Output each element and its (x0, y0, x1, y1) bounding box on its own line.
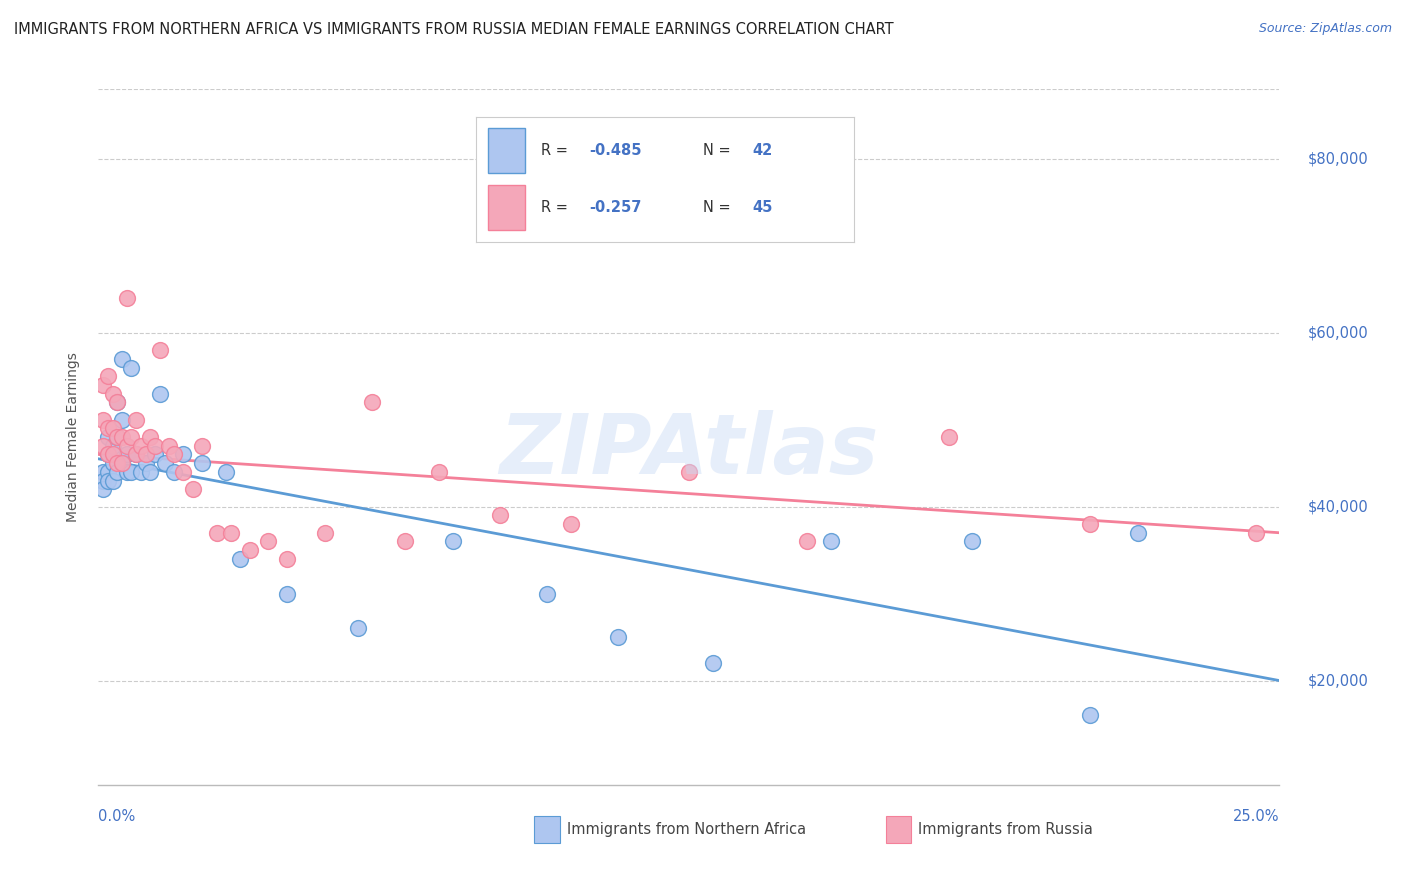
Point (105, 456, 128, 470)
Point (121, 360, 143, 375)
Text: Immigrants from Russia: Immigrants from Russia (918, 822, 1092, 837)
Point (135, 456, 157, 470)
Point (962, 534, 984, 549)
Point (796, 534, 818, 549)
Point (172, 447, 194, 462)
Point (111, 412, 134, 426)
Text: IMMIGRANTS FROM NORTHERN AFRICA VS IMMIGRANTS FROM RUSSIA MEDIAN FEMALE EARNINGS: IMMIGRANTS FROM NORTHERN AFRICA VS IMMIG… (14, 22, 894, 37)
Point (157, 439, 180, 453)
Point (111, 351, 134, 366)
Point (111, 456, 134, 470)
Point (115, 447, 138, 462)
Point (219, 525, 242, 540)
Point (121, 465, 143, 479)
Point (1126, 525, 1149, 540)
Point (115, 439, 138, 453)
Point (143, 439, 166, 453)
Point (101, 421, 124, 435)
Point (257, 534, 280, 549)
Text: Source: ZipAtlas.com: Source: ZipAtlas.com (1258, 22, 1392, 36)
Point (91, 412, 114, 426)
Point (129, 439, 152, 453)
Point (215, 465, 238, 479)
Point (115, 291, 138, 305)
Point (125, 412, 148, 426)
Point (105, 430, 128, 444)
Point (111, 430, 134, 444)
Point (678, 465, 700, 479)
Point (163, 465, 186, 479)
Point (139, 430, 162, 444)
Point (1080, 708, 1102, 723)
Point (105, 430, 128, 444)
Point (276, 587, 298, 601)
Point (129, 465, 152, 479)
Point (91, 439, 114, 453)
Text: 0.0%: 0.0% (98, 809, 135, 823)
Point (560, 516, 582, 531)
Point (149, 386, 172, 401)
Point (938, 430, 960, 444)
Point (394, 534, 416, 549)
Point (191, 456, 214, 470)
Point (101, 474, 124, 488)
Point (205, 525, 228, 540)
Point (101, 447, 124, 462)
Point (361, 395, 384, 409)
Point (427, 465, 450, 479)
Text: $80,000: $80,000 (1308, 152, 1368, 166)
Point (91, 474, 114, 488)
Point (153, 456, 176, 470)
Point (97, 430, 120, 444)
Point (441, 534, 464, 549)
Point (91, 465, 114, 479)
Point (111, 456, 134, 470)
Point (115, 465, 138, 479)
Text: $60,000: $60,000 (1308, 326, 1368, 340)
Point (489, 508, 512, 523)
Point (101, 456, 124, 470)
Point (101, 386, 124, 401)
Point (820, 534, 842, 549)
Text: $20,000: $20,000 (1308, 673, 1368, 688)
Text: Immigrants from Northern Africa: Immigrants from Northern Africa (567, 822, 806, 837)
Point (105, 395, 128, 409)
Text: $40,000: $40,000 (1308, 500, 1368, 514)
Point (607, 630, 630, 644)
Point (163, 447, 186, 462)
Point (229, 551, 252, 566)
Point (91, 377, 114, 392)
Point (105, 395, 128, 409)
Text: 25.0%: 25.0% (1233, 809, 1279, 823)
Point (276, 551, 298, 566)
Point (239, 543, 262, 558)
Point (181, 482, 204, 496)
Point (149, 343, 172, 357)
Point (143, 447, 166, 462)
Point (97, 421, 120, 435)
Point (125, 447, 148, 462)
Point (172, 465, 194, 479)
Point (101, 439, 124, 453)
Text: ZIPAtlas: ZIPAtlas (499, 410, 879, 491)
Point (139, 465, 162, 479)
Point (314, 525, 336, 540)
Point (105, 465, 128, 479)
Point (97, 474, 120, 488)
Point (97, 465, 120, 479)
Point (135, 447, 157, 462)
Point (91, 482, 114, 496)
Point (536, 587, 558, 601)
Point (1244, 525, 1267, 540)
Point (97, 447, 120, 462)
Point (702, 657, 724, 671)
Point (97, 447, 120, 462)
Point (347, 621, 370, 635)
Point (97, 369, 120, 384)
Point (121, 430, 143, 444)
Point (1080, 516, 1102, 531)
Point (191, 439, 214, 453)
Y-axis label: Median Female Earnings: Median Female Earnings (66, 352, 80, 522)
Point (125, 447, 148, 462)
